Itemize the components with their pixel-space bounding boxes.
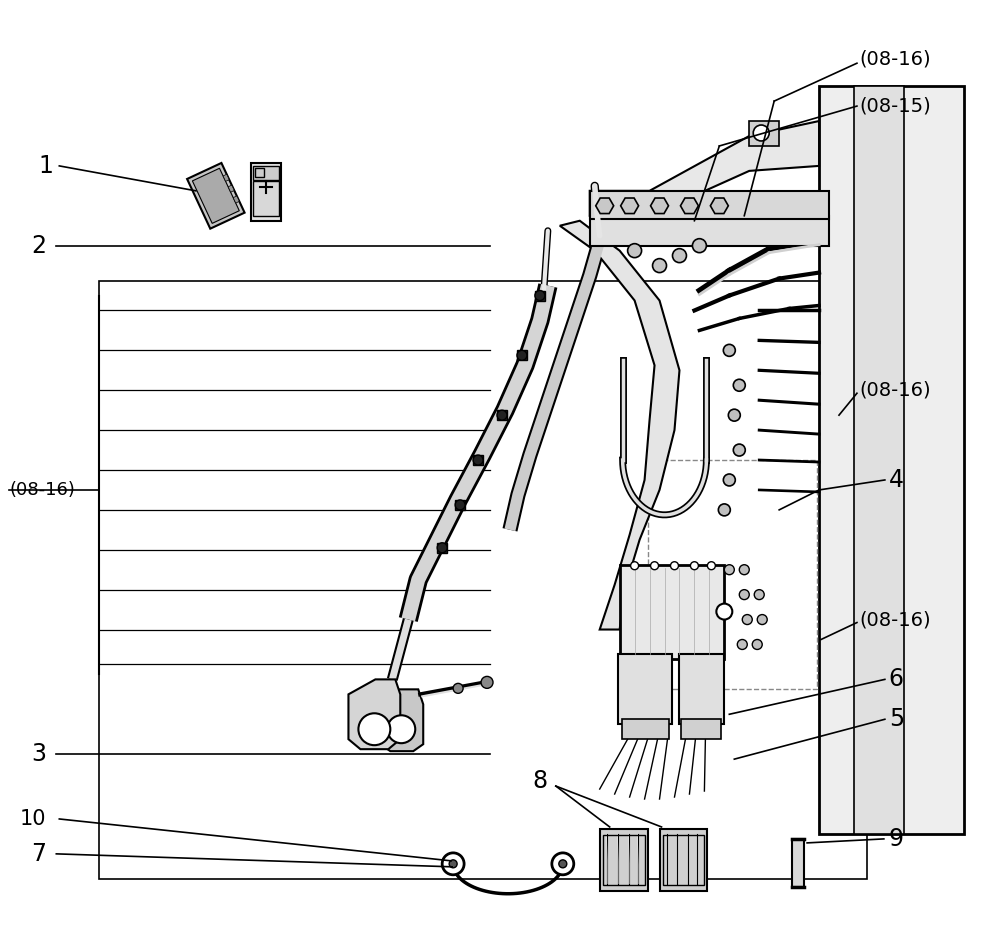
Circle shape <box>628 243 642 258</box>
Circle shape <box>723 474 735 486</box>
Circle shape <box>449 860 457 868</box>
Text: (08-16): (08-16) <box>9 481 75 499</box>
Circle shape <box>690 562 698 570</box>
Circle shape <box>387 715 415 744</box>
Polygon shape <box>621 198 639 213</box>
Circle shape <box>358 713 390 745</box>
Bar <box>819 86 964 834</box>
Bar <box>590 216 829 245</box>
Bar <box>854 86 904 834</box>
Polygon shape <box>596 198 614 213</box>
Circle shape <box>733 379 745 391</box>
Circle shape <box>453 683 463 694</box>
Polygon shape <box>192 168 239 224</box>
Polygon shape <box>228 185 234 192</box>
Bar <box>99 280 867 879</box>
Polygon shape <box>380 689 423 751</box>
Bar <box>660 829 707 891</box>
Circle shape <box>723 344 735 356</box>
Circle shape <box>724 565 734 574</box>
Text: (08-15): (08-15) <box>859 97 931 116</box>
Bar <box>622 719 669 739</box>
Bar <box>648 460 817 689</box>
Circle shape <box>707 562 715 570</box>
Bar <box>253 165 279 180</box>
Circle shape <box>739 589 749 600</box>
Bar <box>749 121 779 146</box>
Bar <box>679 654 724 724</box>
Bar <box>255 168 264 177</box>
Text: (08-16): (08-16) <box>859 610 931 629</box>
Bar <box>600 829 648 891</box>
Text: (08-16): (08-16) <box>859 381 931 400</box>
Polygon shape <box>233 196 239 203</box>
Text: 2: 2 <box>31 234 46 258</box>
Bar <box>590 191 829 219</box>
Bar <box>603 835 645 885</box>
Circle shape <box>631 562 639 570</box>
Circle shape <box>481 677 493 688</box>
Circle shape <box>559 860 567 868</box>
Circle shape <box>497 410 507 420</box>
Circle shape <box>517 351 527 360</box>
Text: 5: 5 <box>889 707 904 731</box>
Circle shape <box>442 853 464 875</box>
Polygon shape <box>651 198 669 213</box>
Bar <box>251 163 281 221</box>
Bar <box>437 542 447 553</box>
Circle shape <box>739 565 749 574</box>
Circle shape <box>672 249 686 262</box>
Polygon shape <box>348 680 400 749</box>
Circle shape <box>753 125 769 141</box>
Circle shape <box>733 444 745 456</box>
Circle shape <box>718 504 730 516</box>
Text: 8: 8 <box>533 769 548 793</box>
Bar <box>792 838 804 886</box>
Polygon shape <box>187 163 245 228</box>
Circle shape <box>535 290 545 301</box>
Bar <box>455 500 465 509</box>
Text: 4: 4 <box>889 468 904 492</box>
Text: 10: 10 <box>20 809 46 829</box>
Circle shape <box>692 239 706 253</box>
Polygon shape <box>710 198 728 213</box>
Text: (08-16): (08-16) <box>859 50 931 69</box>
Circle shape <box>728 409 740 421</box>
Bar <box>535 290 545 301</box>
Polygon shape <box>680 198 698 213</box>
Polygon shape <box>590 121 819 216</box>
Text: 6: 6 <box>889 667 904 692</box>
Bar <box>473 455 483 465</box>
Polygon shape <box>560 221 679 630</box>
Bar <box>517 351 527 360</box>
Bar <box>497 410 507 420</box>
Bar <box>681 719 721 739</box>
Circle shape <box>670 562 678 570</box>
Circle shape <box>653 258 667 273</box>
Circle shape <box>437 542 447 553</box>
Circle shape <box>473 455 483 465</box>
Circle shape <box>651 562 659 570</box>
Circle shape <box>737 639 747 650</box>
Circle shape <box>757 615 767 624</box>
Polygon shape <box>223 174 229 181</box>
Bar <box>620 565 724 660</box>
Bar <box>663 835 704 885</box>
Circle shape <box>716 603 732 619</box>
Text: 7: 7 <box>31 842 46 866</box>
Text: 3: 3 <box>31 743 46 766</box>
Circle shape <box>742 615 752 624</box>
Bar <box>618 654 672 724</box>
Bar <box>253 180 279 216</box>
Circle shape <box>455 500 465 509</box>
Circle shape <box>754 589 764 600</box>
Circle shape <box>752 639 762 650</box>
Text: 9: 9 <box>889 827 904 851</box>
Circle shape <box>552 853 574 875</box>
Text: 1: 1 <box>38 154 53 178</box>
